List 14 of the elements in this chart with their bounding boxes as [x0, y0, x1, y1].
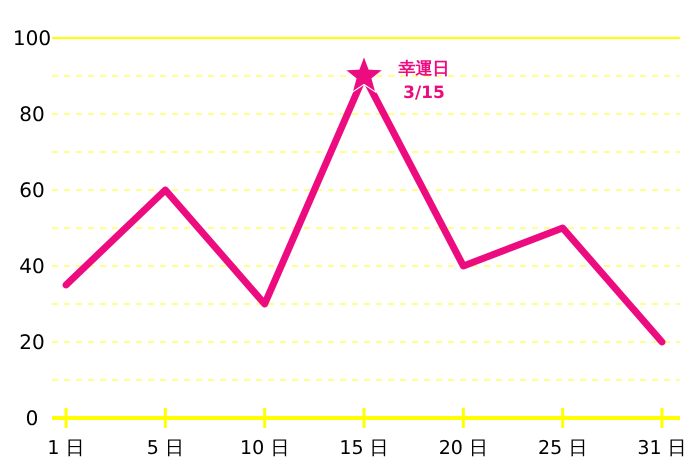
x-tick-label: 31 日 — [637, 437, 687, 459]
y-tick-label: 100 — [12, 26, 52, 50]
annotation: 幸運日 3/15 — [398, 59, 450, 103]
y-tick-label: 80 — [19, 102, 45, 126]
y-tick-label: 20 — [19, 330, 45, 354]
x-tick-label: 25 日 — [538, 437, 588, 459]
y-tick-label: 60 — [19, 178, 45, 202]
x-tick-label: 20 日 — [438, 437, 488, 459]
y-tick-label: 0 — [26, 406, 38, 430]
y-tick-label: 40 — [19, 254, 45, 278]
x-tick-label: 5 日 — [146, 437, 184, 459]
x-tick-label: 10 日 — [240, 437, 290, 459]
x-tick-label: 15 日 — [339, 437, 389, 459]
x-tick-label: 1 日 — [47, 437, 85, 459]
